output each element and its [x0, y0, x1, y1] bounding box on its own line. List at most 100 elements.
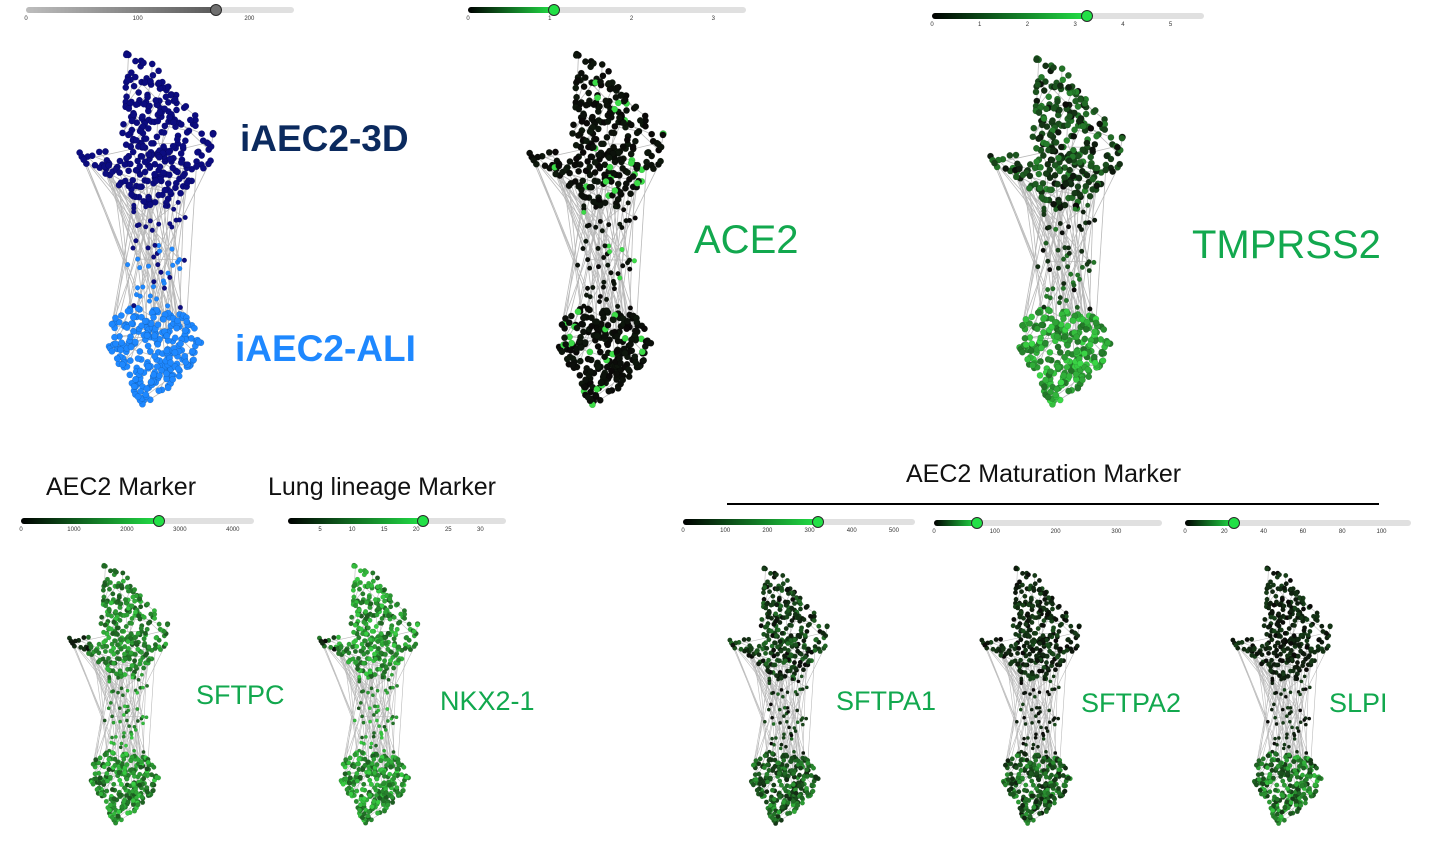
graph-node: [756, 761, 762, 767]
graph-node: [1104, 339, 1112, 347]
graph-node: [1027, 347, 1035, 355]
graph-node: [395, 759, 401, 765]
slider-handle[interactable]: [1081, 10, 1094, 22]
slider-nkx21[interactable]: 5 10 15 20 25 30: [288, 515, 506, 540]
graph-node: [1102, 166, 1109, 174]
slider-handle[interactable]: [811, 516, 824, 528]
graph-node: [101, 629, 107, 635]
graph-node: [367, 777, 373, 783]
graph-node: [1044, 393, 1052, 401]
graph-node: [151, 279, 157, 285]
graph-node: [189, 347, 196, 355]
graph-node: [136, 348, 144, 355]
graph-node: [387, 771, 393, 777]
graph-node: [582, 101, 590, 109]
graph-node: [153, 363, 161, 370]
graph-node: [119, 583, 125, 589]
graph-node: [624, 169, 631, 176]
graph-node: [1098, 348, 1106, 356]
graph-nodes: [66, 562, 171, 826]
graph-node: [562, 340, 570, 348]
slider-tick-label: 1: [548, 16, 552, 22]
graph-node: [355, 612, 361, 618]
slider-handle[interactable]: [152, 515, 165, 527]
graph-node: [90, 761, 96, 767]
graph-node: [125, 639, 131, 644]
graph-node: [657, 157, 664, 165]
graph-node: [576, 357, 584, 365]
graph-node: [385, 690, 390, 695]
graph-node: [591, 158, 599, 166]
graph-node: [91, 161, 99, 169]
graph-node: [1066, 224, 1072, 230]
graph-node: [328, 644, 334, 650]
graph-node: [1076, 159, 1084, 166]
graph-node: [782, 599, 788, 605]
graph-node: [627, 340, 634, 348]
graph-node: [133, 238, 139, 244]
graph-node: [104, 778, 110, 784]
slider-sftpa2[interactable]: 0 100 200 300: [932, 517, 1162, 542]
graph-node: [144, 626, 150, 632]
graph-node: [812, 647, 818, 653]
slider-handle[interactable]: [416, 515, 429, 527]
graph-node: [1053, 385, 1061, 393]
slider-sftpa1[interactable]: 0 100 200 300 400 500: [681, 516, 915, 541]
graph-node: [104, 643, 110, 649]
slider-sftpc[interactable]: 0 1000 2000 3000 4000: [19, 515, 254, 540]
graph-node: [81, 635, 87, 641]
graph-node: [139, 113, 146, 120]
graph-node: [753, 776, 759, 782]
slider-handle[interactable]: [209, 4, 222, 16]
graph-node: [590, 198, 597, 206]
graph-node: [399, 781, 405, 787]
slider-track[interactable]: [468, 7, 746, 13]
graph-node: [116, 169, 123, 176]
graph-node: [134, 305, 142, 312]
graph-node: [1050, 200, 1057, 208]
graph-node: [160, 129, 168, 136]
graph-node: [791, 809, 797, 814]
graph-node: [361, 645, 367, 651]
graph-node: [586, 183, 594, 191]
graph-node: [374, 762, 380, 768]
slider-cluster[interactable]: 0 100 200: [24, 4, 294, 29]
graph-node: [136, 222, 142, 228]
slider-handle[interactable]: [1228, 517, 1241, 529]
graph-node: [391, 665, 397, 671]
graph-node: [406, 621, 412, 627]
graph-node: [119, 129, 126, 137]
graph-node: [181, 352, 189, 360]
graph-node: [634, 161, 641, 169]
graph-node: [182, 102, 190, 110]
slider-track[interactable]: [934, 520, 1162, 526]
graph-node: [361, 781, 367, 787]
graph-node: [164, 384, 172, 392]
graph-node: [147, 218, 153, 224]
graph-node: [116, 676, 120, 680]
graph-node: [383, 728, 388, 732]
slider-handle[interactable]: [970, 517, 983, 529]
graph-node: [778, 746, 783, 751]
graph-node: [340, 781, 346, 787]
slider-slpi[interactable]: 0 20 40 60 80 100: [1183, 517, 1411, 542]
slider-handle[interactable]: [547, 4, 560, 16]
graph-node: [365, 642, 370, 648]
slider-track[interactable]: [1185, 520, 1411, 526]
slider-fill: [683, 519, 818, 525]
graph-node: [767, 749, 772, 754]
graph-node: [1086, 220, 1092, 226]
graph-node: [124, 792, 129, 798]
graph-node: [1041, 212, 1047, 218]
graph-node: [403, 635, 409, 641]
graph-node: [766, 757, 772, 763]
graph-node: [137, 596, 143, 602]
graph-node: [394, 626, 400, 632]
graph-edge: [358, 643, 416, 760]
slider-tick-label: 300: [1111, 529, 1122, 535]
graph-node: [102, 718, 107, 723]
slider-tick-label: 30: [477, 527, 484, 533]
graph-node: [785, 608, 791, 614]
